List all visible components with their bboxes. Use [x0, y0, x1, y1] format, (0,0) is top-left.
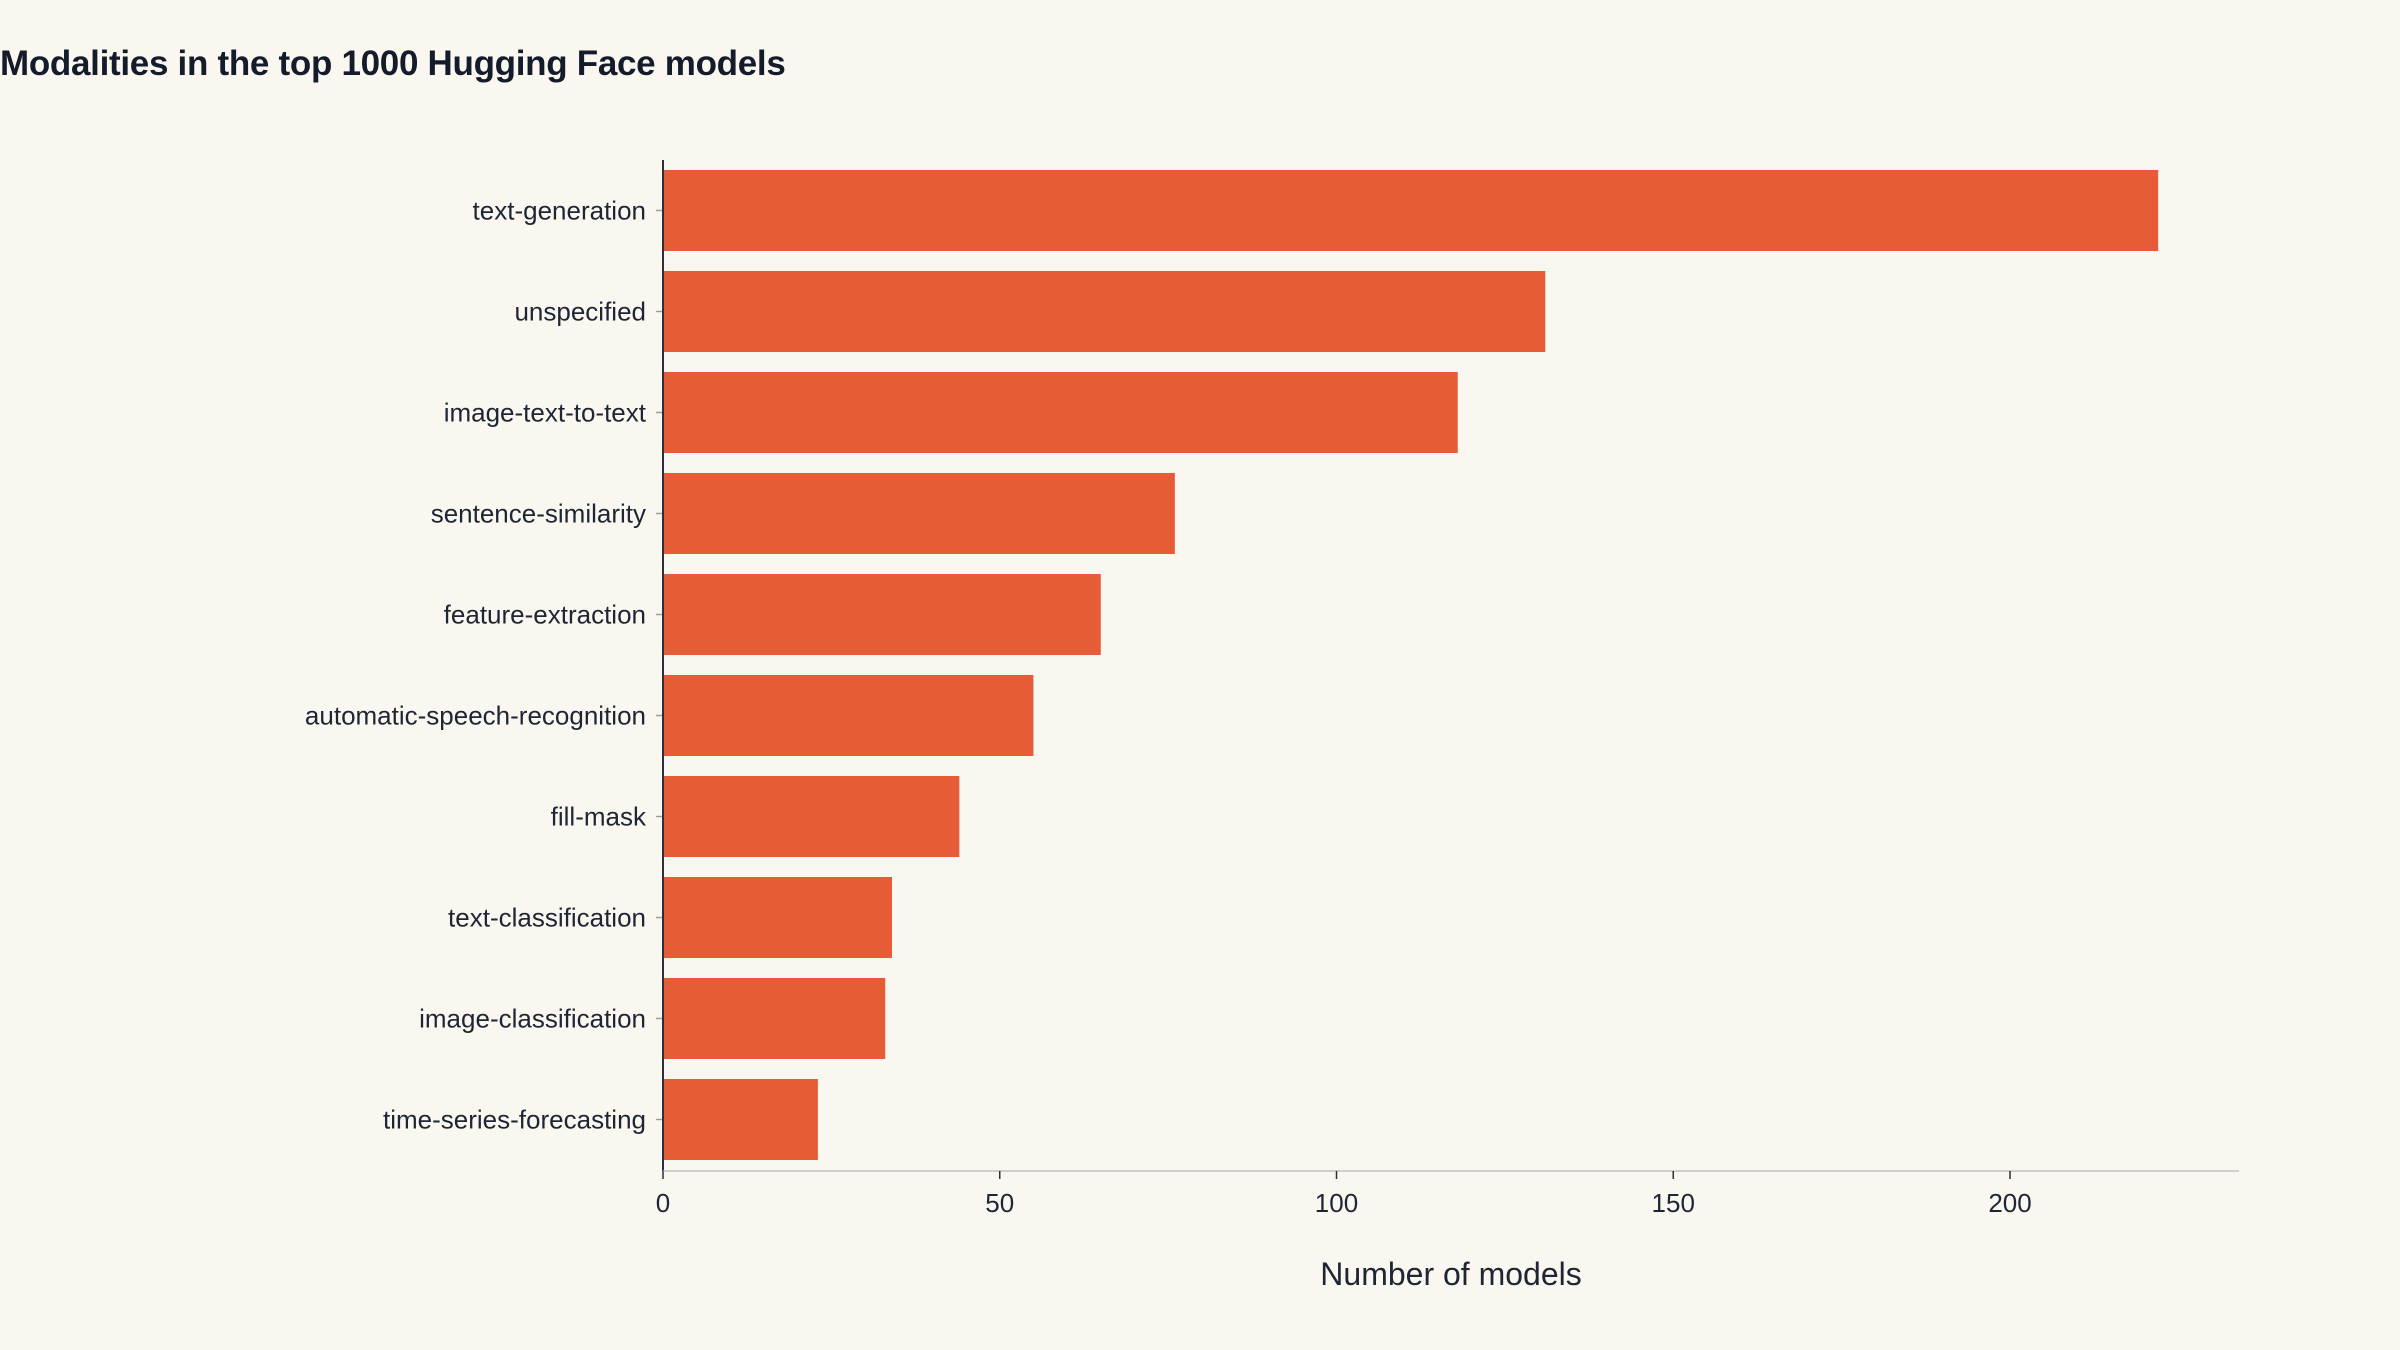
y-tick-label: text-generation: [473, 196, 646, 226]
bar-image-text-to-text: [663, 372, 1458, 453]
bar-unspecified: [663, 271, 1546, 352]
y-tick-label: time-series-forecasting: [383, 1105, 646, 1135]
y-tick-label: sentence-similarity: [431, 499, 646, 529]
y-axis: text-generation unspecified image-text-to-…: [305, 160, 664, 1171]
y-tick-label: image-text-to-text: [444, 398, 647, 428]
bar-automatic-speech-recognition: [663, 675, 1034, 756]
x-tick-label: 50: [985, 1188, 1014, 1218]
x-axis: 0 50 100 150 200: [656, 1170, 2239, 1218]
y-tick-label: text-classification: [448, 903, 646, 933]
bar-feature-extraction: [663, 574, 1101, 655]
y-tick-label: image-classification: [419, 1004, 646, 1034]
x-tick-label: 150: [1652, 1188, 1695, 1218]
bar-text-classification: [663, 877, 892, 958]
x-axis-title: Number of models: [1320, 1256, 1581, 1292]
bar-fill-mask: [663, 776, 960, 857]
bar-text-generation: [663, 170, 2159, 251]
y-tick-label: unspecified: [514, 297, 646, 327]
x-tick-label: 100: [1315, 1188, 1358, 1218]
y-tick-label: automatic-speech-recognition: [305, 701, 646, 731]
chart-title: Modalities in the top 1000 Hugging Face …: [0, 44, 786, 83]
bar-sentence-similarity: [663, 473, 1175, 554]
bar-time-series-forecasting: [663, 1079, 818, 1160]
y-tick-label: fill-mask: [551, 802, 647, 832]
y-tick-label: feature-extraction: [444, 600, 646, 630]
x-tick-label: 200: [1988, 1188, 2031, 1218]
x-tick-label: 0: [656, 1188, 670, 1218]
bars-layer: [663, 170, 2159, 1160]
bar-image-classification: [663, 978, 886, 1059]
